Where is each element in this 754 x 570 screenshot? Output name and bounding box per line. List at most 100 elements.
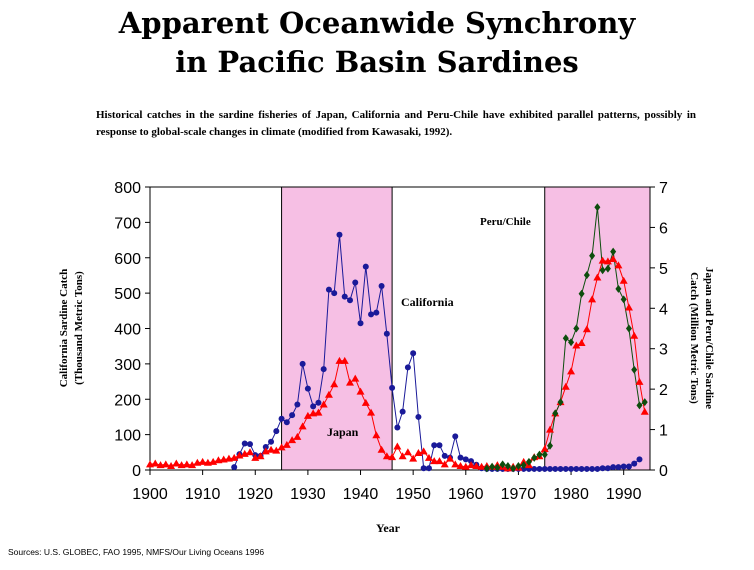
point-peru-chile-1985 xyxy=(594,203,601,212)
point-california-1984 xyxy=(589,465,596,472)
point-japan-1930 xyxy=(303,411,312,419)
point-california-1983 xyxy=(583,465,590,472)
point-peru-chile-1978 xyxy=(557,398,564,407)
point-peru-chile-1979 xyxy=(562,334,569,343)
point-peru-chile-1982 xyxy=(578,289,585,298)
point-japan-1945 xyxy=(382,452,391,460)
point-japan-1910 xyxy=(198,457,207,465)
x-tick-label-1930: 1930 xyxy=(290,486,326,503)
point-peru-chile-1965 xyxy=(489,462,496,471)
point-peru-chile-1976 xyxy=(547,441,553,450)
point-japan-1954 xyxy=(430,457,439,465)
point-california-1981 xyxy=(573,465,580,472)
point-japan-1916 xyxy=(230,453,239,461)
point-japan-1944 xyxy=(377,445,386,453)
y-left-tick-label-800: 800 xyxy=(114,180,141,197)
point-peru-chile-1983 xyxy=(583,271,590,280)
point-california-1931 xyxy=(310,403,317,410)
point-japan-1976 xyxy=(546,425,554,433)
point-california-1978 xyxy=(557,465,564,472)
point-peru-chile-1987 xyxy=(604,264,611,273)
shaded-period-1 xyxy=(544,186,651,471)
point-japan-1953 xyxy=(424,453,433,461)
point-california-1932 xyxy=(315,399,322,406)
point-japan-1936 xyxy=(335,356,344,364)
point-california-1952 xyxy=(420,465,427,472)
point-japan-1957 xyxy=(446,454,454,462)
point-california-1975 xyxy=(541,465,548,472)
y-right-tick-label-5: 5 xyxy=(659,261,668,278)
point-california-1954 xyxy=(431,442,438,449)
y-left-tick-label-600: 600 xyxy=(114,251,141,268)
point-california-1939 xyxy=(352,279,359,286)
point-japan-1901 xyxy=(151,459,160,467)
point-japan-1992 xyxy=(630,331,639,339)
point-california-1959 xyxy=(457,454,464,461)
point-peru-chile-1980 xyxy=(568,338,575,347)
point-japan-1955 xyxy=(435,457,444,465)
point-japan-1934 xyxy=(324,390,333,398)
point-peru-chile-1968 xyxy=(504,461,511,470)
point-japan-1981 xyxy=(572,341,581,349)
point-california-1974 xyxy=(536,465,543,472)
point-peru-chile-1972 xyxy=(525,457,532,466)
point-california-1988 xyxy=(610,464,617,471)
point-california-1929 xyxy=(299,360,306,367)
point-japan-1991 xyxy=(624,303,633,311)
point-california-1926 xyxy=(283,419,290,426)
point-california-1938 xyxy=(347,297,353,304)
point-japan-1958 xyxy=(451,460,460,468)
point-japan-1904 xyxy=(167,461,176,469)
y-right-tick-label-4: 4 xyxy=(659,301,668,318)
y-right-tick-label-2: 2 xyxy=(659,382,668,399)
point-california-1992 xyxy=(631,460,638,467)
point-peru-chile-1973 xyxy=(531,453,538,462)
point-peru-chile-1988 xyxy=(610,247,617,256)
point-california-1923 xyxy=(268,438,275,445)
point-peru-chile-1975 xyxy=(541,450,548,459)
point-california-1953 xyxy=(425,465,432,472)
x-tick-label-1940: 1940 xyxy=(343,486,379,503)
point-japan-1943 xyxy=(372,431,381,439)
point-california-1936 xyxy=(336,231,343,238)
point-japan-1989 xyxy=(614,261,623,269)
y-right-tick-label-6: 6 xyxy=(659,220,668,237)
point-california-1924 xyxy=(273,428,280,435)
point-california-1928 xyxy=(294,401,301,408)
chart-subtitle: Historical catches in the sardine fisher… xyxy=(96,109,696,138)
point-japan-1908 xyxy=(188,461,197,469)
point-japan-1980 xyxy=(567,367,576,375)
point-california-1951 xyxy=(415,413,422,420)
point-peru-chile-1966 xyxy=(494,463,501,472)
point-japan-1905 xyxy=(172,459,181,467)
sardine-catch-chart: 1900 1910 1920 1930 1940 1950 1960 1970 1980 1990… xyxy=(58,180,715,535)
point-california-1976 xyxy=(547,465,553,472)
point-california-1919 xyxy=(247,441,253,448)
y-right-tick-label-0: 0 xyxy=(659,463,668,480)
point-japan-1939 xyxy=(351,374,360,382)
point-japan-1947 xyxy=(393,442,402,450)
point-japan-1928 xyxy=(293,432,302,440)
point-japan-1949 xyxy=(403,448,412,456)
x-axis-label: Year xyxy=(376,521,401,535)
x-tick-label-1950: 1950 xyxy=(395,486,431,503)
point-california-1941 xyxy=(362,263,369,270)
point-japan-1903 xyxy=(161,460,170,468)
point-california-1946 xyxy=(389,384,396,391)
y-left-tick-label-700: 700 xyxy=(114,215,141,232)
point-japan-1948 xyxy=(398,452,407,460)
x-tick-label-1980: 1980 xyxy=(553,486,589,503)
point-peru-chile-1989 xyxy=(615,284,622,293)
point-california-1943 xyxy=(373,309,380,316)
point-california-1973 xyxy=(531,465,538,472)
point-japan-1926 xyxy=(282,440,291,448)
chart-title-line1: Apparent Oceanwide Synchrony xyxy=(118,6,636,40)
point-peru-chile-1994 xyxy=(641,398,648,407)
point-peru-chile-1981 xyxy=(573,324,580,333)
point-peru-chile-1992 xyxy=(631,365,638,374)
point-japan-1985 xyxy=(593,273,602,281)
point-japan-1962 xyxy=(472,461,481,469)
point-japan-1950 xyxy=(409,454,418,462)
point-japan-1994 xyxy=(640,407,649,415)
point-peru-chile-1970 xyxy=(515,461,522,470)
